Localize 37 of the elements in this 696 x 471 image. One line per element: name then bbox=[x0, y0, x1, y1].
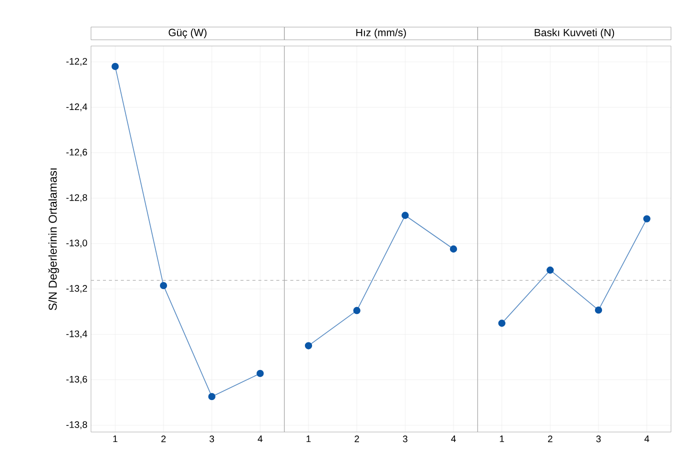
point bbox=[304, 342, 312, 350]
chart-title: Hız (mm/s) bbox=[356, 28, 406, 38]
x-tick-label: 1 bbox=[113, 436, 118, 442]
point bbox=[112, 62, 119, 70]
chart-title: Baskı Kuvveti (N) bbox=[534, 28, 614, 38]
y-tick-label: -13,2 bbox=[66, 285, 88, 293]
y-tick-label: -13,6 bbox=[66, 376, 88, 384]
point bbox=[498, 320, 506, 327]
x-tick-label: 3 bbox=[210, 436, 214, 442]
point bbox=[643, 215, 650, 222]
x-tick-label: 1 bbox=[306, 436, 311, 442]
x-tick-label: 3 bbox=[402, 436, 408, 442]
x-tick-label: 4 bbox=[644, 436, 650, 442]
x-tick-label: 4 bbox=[258, 436, 263, 442]
x-tick-label: 2 bbox=[548, 436, 552, 442]
x-tick-label: 2 bbox=[161, 436, 166, 442]
y-tick-label: -13,8 bbox=[66, 421, 88, 430]
y-axis-title: S/N Değerlerinin Ortalaması bbox=[48, 168, 60, 310]
point bbox=[256, 370, 264, 378]
point bbox=[594, 306, 602, 314]
point bbox=[546, 266, 554, 274]
point bbox=[353, 306, 360, 314]
point bbox=[450, 245, 458, 253]
chart-title: Güç (W) bbox=[168, 28, 206, 38]
x-tick-label: 3 bbox=[596, 436, 601, 442]
point bbox=[160, 282, 168, 290]
x-tick-label: 2 bbox=[354, 436, 359, 442]
point bbox=[402, 212, 409, 219]
y-tick-label: -12,4 bbox=[66, 103, 88, 112]
x-tick-label: 1 bbox=[500, 436, 504, 442]
y-tick-label: -12,6 bbox=[66, 148, 88, 157]
x-tick-label: 4 bbox=[451, 436, 456, 442]
y-tick-label: -13,4 bbox=[66, 330, 88, 338]
point bbox=[208, 392, 216, 400]
y-tick-label: -13,0 bbox=[66, 240, 88, 248]
y-tick-label: -12,2 bbox=[66, 58, 88, 66]
y-tick-label: -12,8 bbox=[66, 194, 88, 202]
